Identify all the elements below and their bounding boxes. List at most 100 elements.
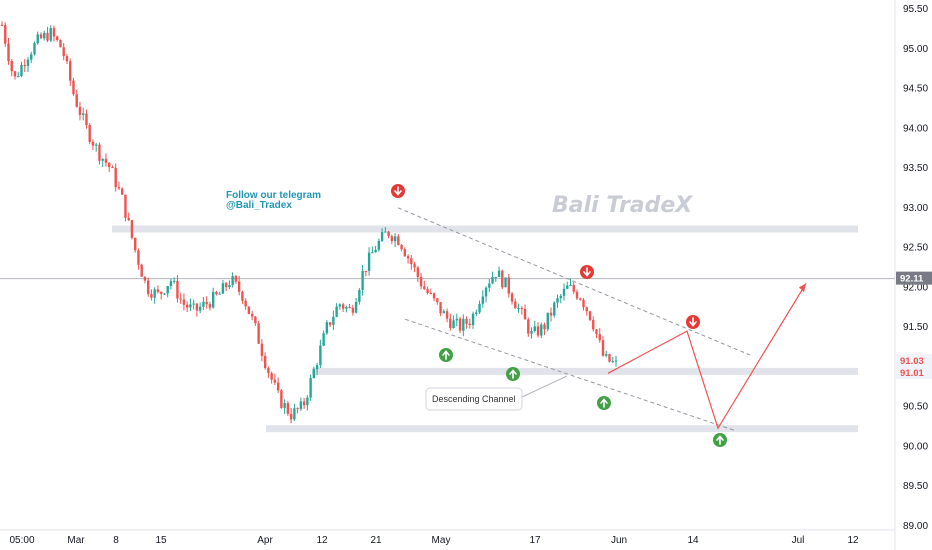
candle	[319, 339, 322, 368]
price-axis[interactable]: 95.50 95.00 94.50 94.00 93.50 93.00 92.50 92.00…	[903, 4, 928, 532]
candle	[46, 26, 49, 43]
candle	[361, 264, 364, 296]
candle	[244, 298, 247, 310]
candle	[104, 153, 108, 167]
price-axis-label: 92.11	[896, 271, 932, 285]
candle	[416, 265, 420, 282]
candle	[400, 243, 403, 252]
projection-line	[607, 283, 807, 430]
candle	[484, 286, 488, 303]
projection-path	[607, 283, 807, 430]
x-tick-label: Jul	[792, 535, 805, 546]
candle	[257, 320, 260, 344]
y-tick-label: 95.50	[903, 4, 928, 15]
time-axis[interactable]: 05:00 Mar 8 15 Apr 12 21 May 17 Jun 14 Jul 12	[9, 535, 859, 546]
candle	[605, 350, 608, 358]
x-tick-label: 14	[687, 535, 699, 546]
channel-upper	[397, 207, 751, 356]
x-tick-label: Mar	[67, 535, 85, 546]
candle	[455, 313, 459, 327]
candle	[377, 238, 381, 252]
candle	[153, 287, 156, 304]
candle	[312, 366, 316, 379]
x-tick-label: 8	[113, 535, 119, 546]
candle	[101, 158, 104, 168]
candle	[520, 306, 523, 315]
candle	[49, 25, 52, 43]
candle	[371, 246, 374, 254]
candle	[497, 266, 501, 278]
candle	[172, 277, 176, 284]
candle	[510, 291, 514, 305]
candle	[488, 278, 491, 292]
sr-zone	[112, 225, 858, 233]
candle	[91, 139, 95, 151]
candle	[17, 71, 20, 78]
candle	[315, 362, 319, 376]
candle	[273, 373, 277, 386]
candle	[185, 301, 189, 313]
candle	[263, 352, 267, 370]
channel-lower	[404, 318, 736, 432]
candle	[65, 54, 69, 64]
candle	[75, 89, 78, 108]
arrow-up-icon	[597, 396, 611, 410]
candle	[267, 366, 270, 378]
arrow-up-icon	[439, 348, 453, 362]
candle	[179, 292, 182, 304]
candle	[56, 35, 59, 42]
candle	[250, 311, 254, 321]
candle	[211, 287, 215, 309]
candle	[475, 309, 478, 317]
watermark-text: Bali TradeX	[552, 193, 693, 218]
candle	[13, 70, 17, 80]
candle	[465, 316, 468, 329]
zones-layer	[112, 225, 858, 433]
candle	[530, 327, 533, 339]
svg-text:91.01: 91.01	[900, 368, 924, 379]
candle	[585, 306, 588, 316]
candle	[189, 298, 192, 311]
candle	[390, 234, 394, 245]
candle	[562, 283, 566, 301]
candle	[611, 356, 614, 364]
candle	[221, 279, 225, 294]
candle	[546, 312, 549, 332]
candle	[7, 38, 10, 65]
candle	[95, 142, 98, 152]
candle	[111, 165, 114, 169]
candle	[462, 314, 465, 337]
x-tick-label: Jun	[611, 535, 627, 546]
candle	[39, 32, 43, 40]
candle	[595, 328, 598, 339]
channel-lines	[397, 207, 751, 432]
candle	[117, 181, 121, 190]
x-tick-label: 15	[155, 535, 167, 546]
projection-arrowhead	[799, 283, 806, 293]
candle	[143, 276, 147, 284]
candle	[293, 403, 296, 422]
candle	[374, 245, 377, 253]
arrow-up-icon	[713, 433, 727, 447]
y-tick-label: 95.00	[903, 44, 928, 55]
candle	[406, 254, 410, 264]
candle	[286, 400, 290, 416]
candle	[354, 297, 358, 314]
candle	[98, 142, 101, 165]
candle	[556, 294, 559, 308]
candle	[501, 269, 504, 290]
candle	[130, 219, 134, 240]
candle	[163, 293, 166, 296]
candle	[569, 278, 572, 287]
candle	[367, 247, 371, 276]
signal-arrows	[391, 184, 727, 447]
candle	[247, 306, 251, 315]
candle	[176, 275, 179, 303]
candle	[566, 281, 569, 290]
candle	[59, 39, 62, 48]
candle	[325, 320, 329, 335]
candle	[429, 288, 433, 295]
y-tick-label: 90.50	[903, 402, 928, 413]
